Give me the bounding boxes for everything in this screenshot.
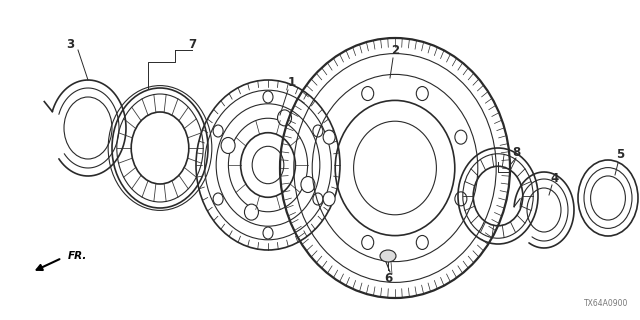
Ellipse shape — [455, 192, 467, 206]
Ellipse shape — [263, 91, 273, 103]
Ellipse shape — [313, 193, 323, 205]
Ellipse shape — [221, 138, 235, 154]
Text: 8: 8 — [512, 146, 520, 158]
Ellipse shape — [313, 125, 323, 137]
Ellipse shape — [244, 204, 259, 220]
Ellipse shape — [362, 236, 374, 250]
Text: FR.: FR. — [68, 251, 88, 261]
Ellipse shape — [278, 110, 292, 126]
Ellipse shape — [301, 177, 315, 193]
Text: 2: 2 — [391, 44, 399, 57]
Ellipse shape — [362, 86, 374, 100]
Ellipse shape — [213, 193, 223, 205]
Text: 4: 4 — [551, 172, 559, 185]
Ellipse shape — [416, 86, 428, 100]
Text: 1: 1 — [288, 76, 296, 89]
Ellipse shape — [213, 125, 223, 137]
Ellipse shape — [323, 192, 335, 206]
Ellipse shape — [323, 130, 335, 144]
Text: 7: 7 — [188, 38, 196, 52]
Ellipse shape — [416, 236, 428, 250]
Ellipse shape — [455, 130, 467, 144]
Ellipse shape — [263, 227, 273, 239]
Text: 5: 5 — [616, 148, 624, 162]
Ellipse shape — [380, 250, 396, 262]
Text: 3: 3 — [66, 38, 74, 52]
Text: 6: 6 — [384, 271, 392, 284]
Text: TX64A0900: TX64A0900 — [584, 299, 628, 308]
